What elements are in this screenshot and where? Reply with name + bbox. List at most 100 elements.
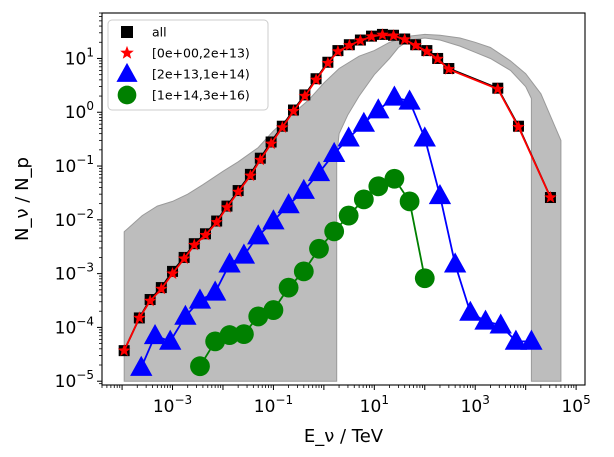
- data-point-star: [231, 185, 245, 198]
- data-point-triangle: [367, 98, 390, 119]
- axes: 10−3 10−1 101 103 105 10−5 10−4 10−3 10−2 10−1 100…: [12, 12, 591, 447]
- data-point-circle: [414, 268, 435, 289]
- data-point-triangle: [398, 89, 421, 110]
- y-tick-label: 10−5: [55, 368, 94, 392]
- data-point-star: [343, 38, 356, 51]
- data-point-star: [155, 282, 168, 295]
- data-point-circle: [309, 238, 329, 259]
- data-point-triangle: [218, 252, 241, 273]
- data-point-circle: [384, 168, 405, 189]
- data-point-star: [244, 169, 257, 182]
- data-point-triangle: [520, 329, 543, 350]
- data-point-triangle: [413, 126, 436, 147]
- data-point-triangle: [292, 178, 315, 199]
- data-point-star: [420, 44, 434, 57]
- series-circle: [190, 168, 435, 377]
- data-point-circle: [190, 356, 210, 377]
- data-point-triangle: [262, 209, 285, 230]
- data-point-circle: [353, 189, 374, 210]
- data-point-triangle: [143, 324, 167, 345]
- data-point-star: [387, 29, 400, 41]
- legend-label: [0e+00,2e+13): [152, 46, 250, 61]
- data-point-triangle: [383, 85, 406, 106]
- data-point-star: [309, 73, 323, 86]
- data-point-star: [287, 104, 300, 117]
- data-point-circle: [248, 306, 269, 327]
- data-point-star: [321, 56, 335, 69]
- data-point-star: [254, 153, 267, 166]
- x-tick-label: 101: [360, 393, 389, 417]
- data-point-triangle: [459, 300, 482, 321]
- data-point-star: [409, 38, 422, 51]
- uncertainty-band-area: [123, 33, 562, 382]
- y-tick-label: 100: [65, 99, 94, 123]
- data-point-triangle: [352, 111, 376, 132]
- legend-marker-star: [120, 45, 134, 59]
- legend-entry-star: [0e+00,2e+13): [120, 46, 250, 61]
- data-point-circle: [219, 325, 240, 345]
- data-point-star: [298, 89, 312, 102]
- data-point-star: [431, 52, 444, 65]
- data-point-circle: [278, 277, 299, 298]
- legend-entry-square: all: [121, 25, 167, 40]
- legend-entry-triangle: [2e+13,1e+14): [116, 62, 250, 82]
- x-axis-label: E_ν / TeV: [304, 426, 384, 447]
- y-tick-label: 10−1: [55, 153, 94, 177]
- data-point-circle: [293, 261, 314, 282]
- legend: all [0e+00,2e+13) [2e+13,1e+14) [1e+14,3e+1…: [107, 19, 269, 111]
- legend-box: [107, 19, 269, 111]
- data-point-triangle: [174, 304, 197, 325]
- data-point-star: [365, 30, 378, 42]
- legend-marker-square: [121, 26, 133, 38]
- data-point-star: [398, 32, 411, 45]
- legend-marker-circle: [117, 85, 137, 105]
- data-point-circle: [368, 176, 389, 197]
- data-point-star: [210, 215, 223, 228]
- data-point-star: [491, 82, 505, 95]
- data-point-triangle: [489, 313, 512, 334]
- data-point-star: [376, 28, 389, 41]
- uncertainty-band: [123, 33, 562, 382]
- data-point-triangle: [203, 280, 227, 301]
- data-point-triangle: [247, 224, 270, 245]
- data-point-star: [331, 44, 345, 57]
- y-tick-label: 10−2: [55, 207, 94, 231]
- data-point-circle: [263, 300, 284, 320]
- legend-entry-circle: [1e+14,3e+16): [117, 85, 250, 105]
- data-point-star: [166, 267, 179, 279]
- data-point-triangle: [337, 126, 360, 147]
- data-point-triangle: [232, 243, 256, 264]
- series-star: [117, 28, 557, 356]
- data-point-triangle: [277, 193, 300, 214]
- data-point-star: [188, 238, 201, 251]
- legend-label: all: [152, 25, 167, 40]
- y-tick-label: 10−4: [55, 314, 94, 338]
- data-point-star: [512, 120, 525, 133]
- data-point-triangle: [428, 184, 452, 205]
- data-point-triangle: [130, 355, 153, 376]
- data-point-triangle: [307, 161, 331, 182]
- x-tick-label: 105: [561, 393, 590, 417]
- data-point-star: [133, 311, 146, 324]
- data-point-star: [264, 137, 278, 150]
- data-point-star: [220, 200, 234, 213]
- data-point-triangle: [443, 252, 467, 273]
- data-point-triangle: [323, 141, 346, 163]
- y-tick-label: 101: [65, 45, 94, 69]
- data-point-star: [276, 120, 289, 133]
- data-point-star: [143, 294, 157, 307]
- data-point-star: [354, 34, 367, 46]
- legend-label: [2e+13,1e+14): [152, 67, 250, 82]
- legend-label: [1e+14,3e+16): [152, 88, 250, 103]
- x-tick-label: 10−3: [153, 393, 192, 417]
- data-point-triangle: [504, 329, 528, 350]
- legend-marker-triangle: [116, 62, 138, 82]
- data-point-circle: [399, 191, 420, 212]
- data-point-star: [177, 252, 191, 264]
- data-point-triangle: [159, 329, 182, 350]
- data-point-star: [442, 62, 456, 75]
- data-point-triangle: [474, 309, 497, 330]
- data-point-circle: [234, 324, 254, 345]
- plot-frame: [101, 12, 586, 386]
- data-point-star: [117, 344, 131, 356]
